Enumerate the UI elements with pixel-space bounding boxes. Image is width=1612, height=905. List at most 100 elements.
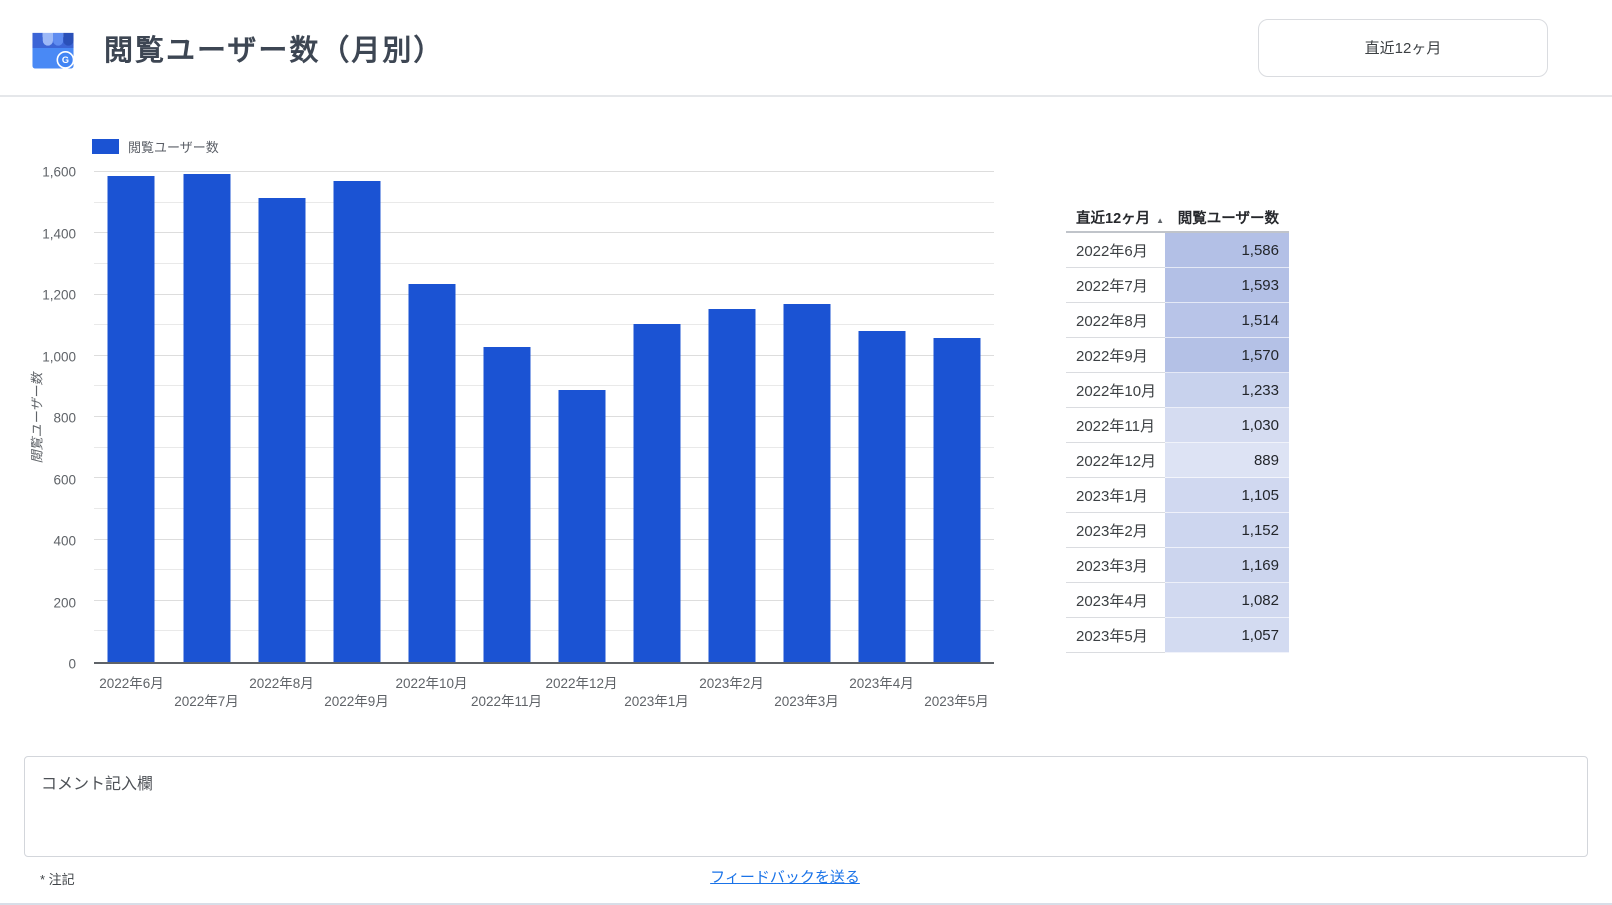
bar-2022年8月[interactable] [258,198,305,662]
gridline [94,171,994,172]
value-cell: 1,105 [1165,478,1289,513]
x-axis-labels: 2022年6月 2022年7月 2022年8月 2022年9月 2022年10月 2022… [94,664,994,716]
bar-2023年3月[interactable] [783,304,830,662]
gridline [94,569,994,571]
y-tick-label: 0 [68,656,76,672]
value-cell: 1,082 [1165,583,1289,618]
month-cell: 2022年6月 [1066,233,1165,268]
bar-2022年7月[interactable] [183,174,230,662]
value-cell: 889 [1165,443,1289,478]
table-row: 2023年5月 1,057 [1066,618,1289,653]
month-cell: 2022年11月 [1066,408,1165,443]
month-cell: 2023年4月 [1066,583,1165,618]
month-cell: 2022年12月 [1066,443,1165,478]
month-cell: 2022年7月 [1066,268,1165,303]
y-tick-label: 1,600 [42,164,76,180]
x-tick-label: 2022年9月 [324,694,389,709]
table-row: 2022年11月 1,030 [1066,408,1289,443]
month-cell: 2023年2月 [1066,513,1165,548]
column-header-value[interactable]: 閲覧ユーザー数 [1177,210,1279,227]
gridline [94,416,994,417]
gridline [94,262,994,264]
x-tick-label: 2022年10月 [395,676,468,691]
table-header-row: 直近12ヶ月 ▲ 閲覧ユーザー数 [1066,203,1289,233]
bar-2022年10月[interactable] [408,284,455,662]
value-cell: 1,514 [1165,303,1289,338]
feedback-link[interactable]: フィードバックを送る [710,869,860,886]
header: G 閲覧ユーザー数（月別） 直近12ヶ月 [0,0,1612,97]
svg-text:G: G [62,55,69,65]
x-tick-label: 2022年11月 [470,694,543,709]
x-tick-label: 2022年6月 [99,676,164,691]
x-tick-label: 2023年2月 [699,676,764,691]
chart-legend: 閲覧ユーザー数 [92,137,219,156]
gridline [94,385,994,387]
x-tick-label: 2023年5月 [924,694,989,709]
gridline [94,477,994,479]
column-header-month[interactable]: 直近12ヶ月 ▲ [1076,210,1165,227]
date-range-button[interactable]: 直近12ヶ月 [1258,18,1548,77]
x-tick-label: 2023年3月 [774,694,839,709]
gridline [94,630,994,632]
y-axis-labels: 0 200 400 600 800 1,000 1,200 1,400 1,600 [0,165,84,672]
x-tick-label: 2022年7月 [174,694,239,709]
value-cell: 1,152 [1165,513,1289,548]
gridline [94,507,994,509]
legend-label: 閲覧ユーザー数 [128,140,219,155]
report-body: 閲覧ユーザー数 閲覧ユーザー数 0 200 400 600 800 1,000 1,200 1… [0,97,1612,903]
value-cell: 1,169 [1165,548,1289,583]
gridline [94,538,994,540]
table-row: 2022年12月 889 [1066,443,1289,478]
bar-2022年9月[interactable] [333,181,380,662]
table-row: 2023年4月 1,082 [1066,583,1289,618]
sort-ascending-icon: ▲ [1156,215,1165,225]
google-business-profile-icon: G [32,32,75,69]
data-table: 直近12ヶ月 ▲ 閲覧ユーザー数 2022年6月 1,586 2022年7月 1,593… [1066,203,1289,653]
month-cell: 2023年3月 [1066,548,1165,583]
bar-2022年6月[interactable] [107,176,155,662]
gridline [94,354,994,356]
bar-2023年5月[interactable] [933,338,980,662]
month-cell: 2022年10月 [1066,373,1165,408]
y-tick-label: 1,200 [42,287,76,303]
y-tick-label: 200 [53,595,76,610]
value-cell: 1,570 [1165,338,1289,373]
month-cell: 2022年9月 [1066,338,1165,373]
gridline [94,201,994,203]
month-cell: 2023年5月 [1066,618,1165,653]
y-tick-label: 1,000 [42,349,76,364]
month-cell: 2022年8月 [1066,303,1165,338]
bar-2023年2月[interactable] [708,309,755,662]
y-tick-label: 400 [53,533,76,549]
gridline [94,324,994,326]
x-tick-label: 2023年1月 [624,694,689,709]
table-row: 2022年10月 1,233 [1066,373,1289,408]
bar-2023年4月[interactable] [858,330,905,662]
value-cell: 1,593 [1165,268,1289,303]
bar-2022年11月[interactable] [483,346,530,662]
feedback-container: フィードバックを送る [0,866,1570,887]
y-tick-label: 800 [53,410,76,426]
table-row: 2022年6月 1,586 [1066,233,1289,268]
gridline [94,446,994,448]
note-text: * 注記 [40,872,75,887]
bar-2023年1月[interactable] [633,323,680,662]
comment-input[interactable] [24,756,1588,857]
table-row: 2022年8月 1,514 [1066,303,1289,338]
plot-area [94,171,994,664]
table-row: 2022年7月 1,593 [1066,268,1289,303]
legend-swatch [92,139,119,154]
table-body: 2022年6月 1,586 2022年7月 1,593 2022年8月 1,514 2022… [1066,233,1289,653]
x-tick-label: 2023年4月 [849,676,914,691]
value-cell: 1,233 [1165,373,1289,408]
bar-2022年12月[interactable] [558,389,605,662]
table-row: 2023年3月 1,169 [1066,548,1289,583]
y-tick-label: 600 [53,472,76,487]
table-row: 2023年2月 1,152 [1066,513,1289,548]
x-tick-label: 2022年12月 [545,676,618,691]
table-row: 2022年9月 1,570 [1066,338,1289,373]
y-tick-label: 1,400 [42,226,76,241]
gridline [94,293,994,295]
gridline [94,232,994,234]
